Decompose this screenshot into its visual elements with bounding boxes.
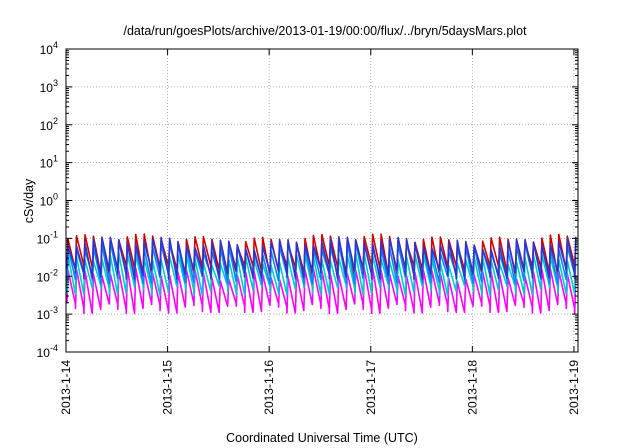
y-tick-label: 10-1 (37, 229, 58, 246)
chart-title: /data/run/goesPlots/archive/2013-01-19/0… (123, 24, 527, 38)
y-tick-label: 10-3 (37, 305, 58, 322)
y-tick-label: 102 (40, 116, 58, 133)
y-tick-label: 100 (40, 192, 58, 209)
y-tick-label: 101 (40, 154, 58, 171)
x-tick-label: 2013-1-14 (59, 360, 73, 415)
y-tick-label: 104 (40, 40, 58, 57)
x-tick-label: 2013-1-15 (161, 360, 175, 415)
plot-series (66, 233, 577, 315)
x-tick-label: 2013-1-19 (567, 360, 581, 415)
y-tick-label: 103 (40, 78, 58, 95)
series-line (66, 236, 577, 280)
y-tick-label: 10-2 (37, 267, 58, 284)
y-tick-labels: 10-4 10-3 10-2 10-1 100 101 102 103 104 (37, 40, 58, 360)
x-tick-label: 2013-1-18 (465, 360, 479, 415)
axis-ticks (65, 48, 578, 353)
x-axis-title: Coordinated Universal Time (UTC) (226, 431, 418, 445)
x-tick-label: 2013-1-17 (364, 360, 378, 415)
x-tick-labels: 2013-1-14 2013-1-15 2013-1-16 2013-1-17 2013… (59, 360, 581, 415)
y-axis-title: cSv/day (22, 178, 36, 223)
y-tick-label: 10-4 (37, 343, 58, 360)
x-tick-label: 2013-1-16 (262, 360, 276, 415)
